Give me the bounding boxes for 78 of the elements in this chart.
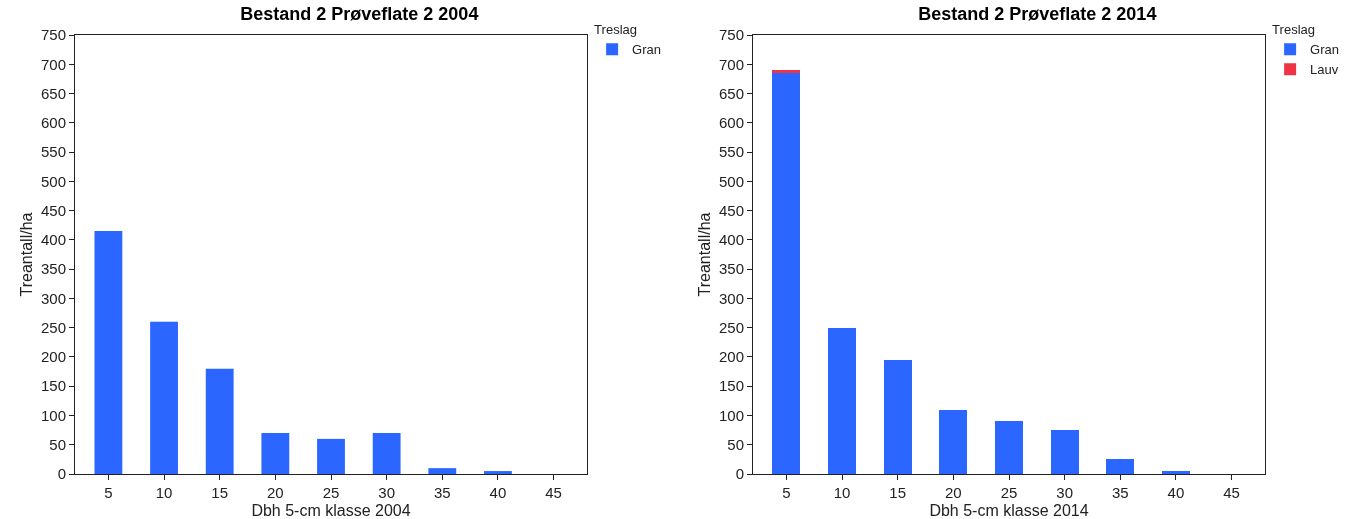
chart-title: Bestand 2 Prøveflate 2 2004 [240, 4, 479, 25]
y-tick-label: 100 [40, 406, 66, 424]
x-tick-label: 15 [211, 484, 229, 501]
y-tick-label: 750 [718, 26, 744, 44]
y-tick-label: 300 [718, 289, 744, 307]
x-tick-label: 25 [1000, 484, 1018, 501]
bar [772, 70, 801, 74]
y-tick-label: 250 [40, 318, 66, 336]
x-tick-label: 35 [433, 484, 451, 501]
y-tick-label: 400 [40, 231, 66, 249]
x-tick-label: 20 [945, 484, 962, 501]
y-tick-label: 500 [718, 172, 744, 190]
y-tick-label: 250 [718, 318, 744, 336]
y-tick-label: 0 [57, 465, 66, 483]
y-tick-label: 500 [40, 172, 66, 190]
bar [261, 433, 290, 474]
y-tick-label: 50 [49, 435, 66, 453]
legend-title: Treslag [1272, 22, 1315, 38]
y-tick-label: 300 [40, 289, 66, 307]
chart-title: Bestand 2 Prøveflate 2 2014 [918, 4, 1157, 25]
bar [772, 73, 801, 474]
x-tick-label: 35 [1111, 484, 1129, 501]
y-tick-label: 200 [718, 348, 744, 366]
y-tick-label: 150 [718, 377, 744, 395]
x-tick-label: 20 [267, 484, 284, 501]
x-tick-label: 25 [322, 484, 340, 501]
y-tick-label: 150 [40, 377, 66, 395]
y-tick-label: 450 [718, 201, 744, 219]
bar [484, 471, 512, 474]
bar [372, 433, 401, 474]
bar [428, 468, 457, 474]
x-tick-label: 10 [155, 484, 173, 501]
x-tick-label: 40 [1167, 484, 1185, 501]
y-tick-label: 400 [718, 231, 744, 249]
y-tick-label: 650 [718, 84, 744, 102]
bar [205, 368, 234, 474]
y-tick-label: 50 [727, 435, 744, 453]
x-tick-label: 45 [1223, 484, 1240, 501]
x-tick-label: 5 [782, 484, 791, 501]
y-tick-label: 0 [735, 465, 744, 483]
bar [828, 327, 856, 474]
y-tick-label: 700 [40, 55, 66, 73]
legend-label: Gran [1310, 42, 1340, 58]
legend-title: Treslag [594, 22, 637, 38]
y-tick-label: 550 [718, 143, 744, 161]
y-tick-label: 350 [40, 260, 66, 278]
y-tick-label: 650 [40, 84, 66, 102]
bar [995, 421, 1023, 474]
bar [1050, 430, 1079, 474]
legend-label: Gran [632, 42, 662, 58]
y-tick-label: 350 [718, 260, 744, 278]
bar [939, 409, 968, 474]
x-tick-label: 30 [378, 484, 395, 501]
bar [94, 231, 123, 474]
y-axis-title: Treantall/ha [17, 212, 35, 297]
legend-label: Lauv [1310, 62, 1339, 78]
bar [883, 359, 912, 474]
x-axis-title: Dbh 5-cm klasse 2004 [251, 501, 411, 519]
y-tick-label: 700 [718, 55, 744, 73]
x-tick-label: 40 [489, 484, 507, 501]
y-tick-label: 200 [40, 348, 66, 366]
bar [317, 438, 345, 474]
bar [150, 321, 178, 474]
y-axis-title: Treantall/ha [695, 212, 713, 297]
x-axis-title: Dbh 5-cm klasse 2014 [929, 501, 1089, 519]
y-tick-label: 450 [40, 201, 66, 219]
y-tick-label: 600 [40, 114, 66, 132]
x-tick-label: 5 [104, 484, 113, 501]
y-tick-label: 600 [718, 114, 744, 132]
y-tick-label: 750 [40, 26, 66, 44]
y-tick-label: 100 [718, 406, 744, 424]
bar [1162, 471, 1190, 474]
x-tick-label: 45 [545, 484, 562, 501]
x-tick-label: 30 [1056, 484, 1073, 501]
x-tick-label: 10 [833, 484, 851, 501]
y-tick-label: 550 [40, 143, 66, 161]
x-tick-label: 15 [889, 484, 907, 501]
bar [1106, 459, 1135, 474]
